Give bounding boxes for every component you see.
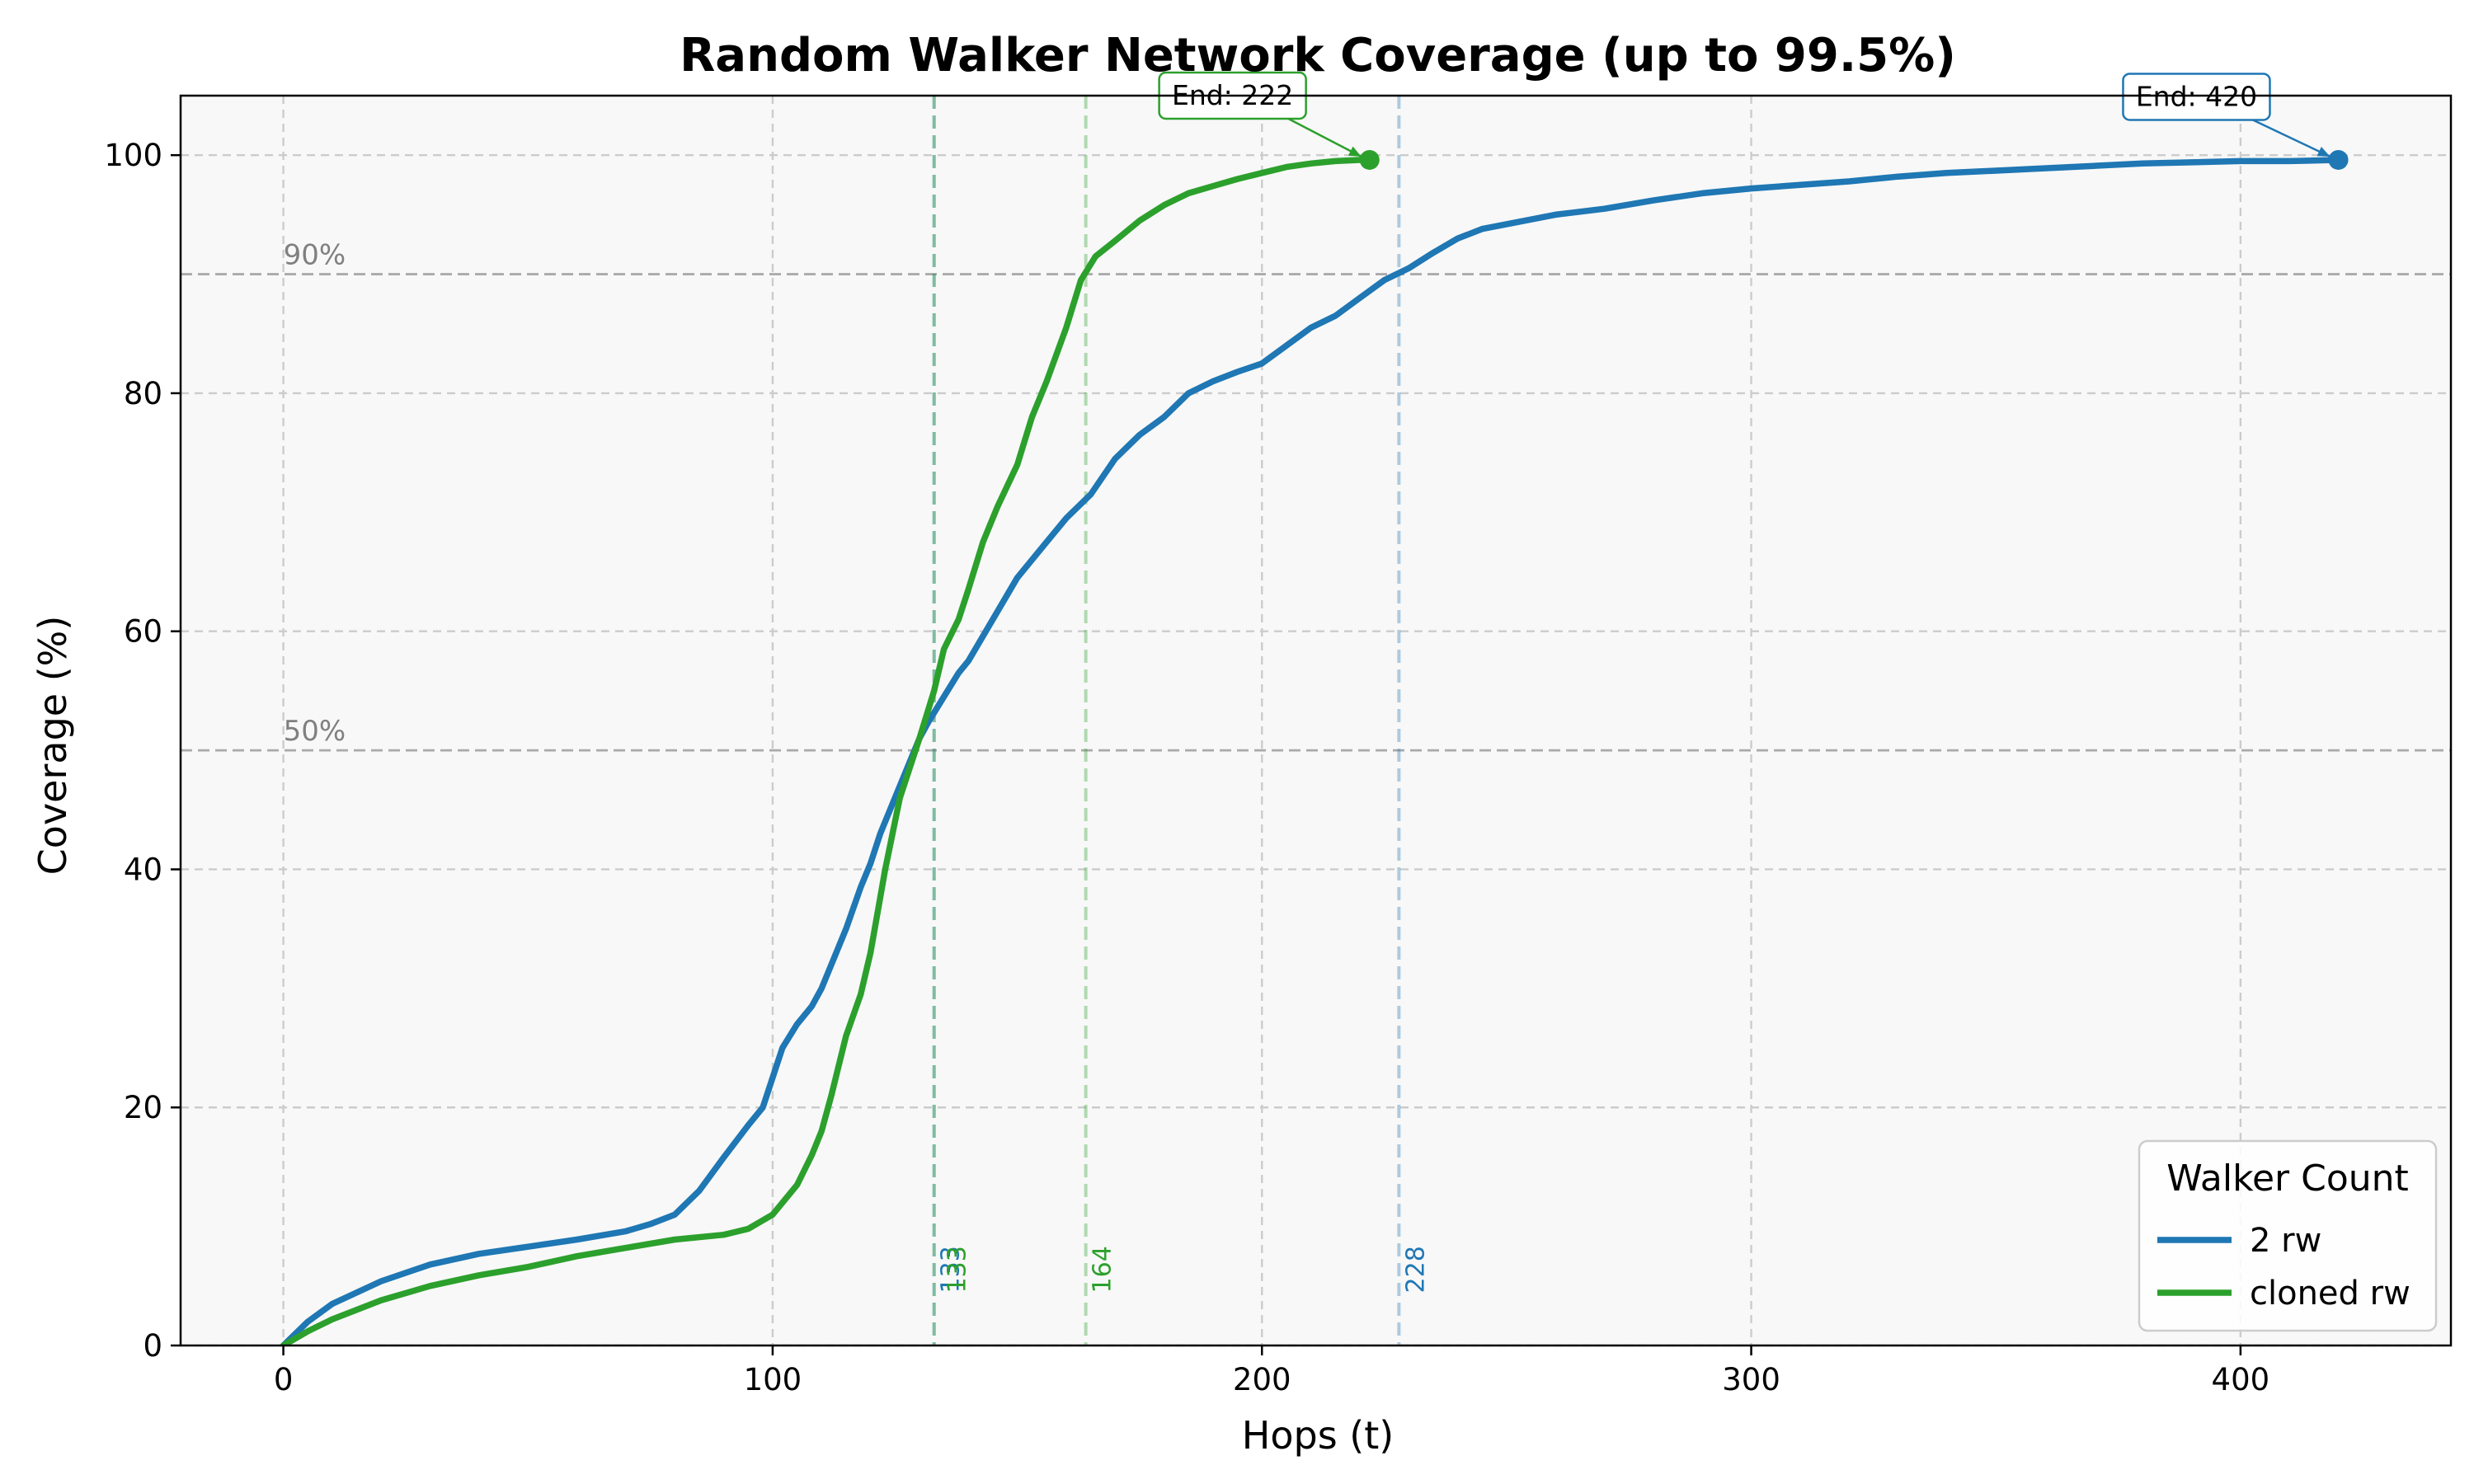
end-arrowhead-222 <box>1348 146 1362 157</box>
end-arrow-420 <box>2245 115 2331 158</box>
y-tick-label: 20 <box>124 1090 162 1125</box>
end-arrowhead-420 <box>2316 147 2331 157</box>
legend-label-2-rw: 2 rw <box>2250 1222 2321 1260</box>
reference-line-label: 90% <box>284 239 346 272</box>
reference-line-label: 50% <box>284 715 346 748</box>
plot-background <box>181 96 2451 1345</box>
milestone-label-228: 228 <box>1401 1246 1430 1293</box>
end-marker-222 <box>1359 149 1380 170</box>
legend-box <box>2138 1139 2438 1332</box>
grid-lines <box>181 96 2451 1347</box>
x-tick-label: 100 <box>744 1362 802 1397</box>
end-annotation-box-420 <box>2122 73 2271 121</box>
legend-title: Walker Count <box>2166 1158 2409 1200</box>
x-tick-label: 300 <box>1722 1362 1780 1397</box>
y-tick-label: 100 <box>104 138 162 173</box>
end-arrow-222 <box>1282 114 1362 158</box>
x-tick-label: 0 <box>274 1362 294 1397</box>
x-axis-label: Hops (t) <box>1242 1413 1394 1458</box>
milestone-label-133: 133 <box>937 1246 966 1293</box>
y-axis-label: Coverage (%) <box>31 616 75 876</box>
plot-frame <box>179 94 2453 1347</box>
end-marker-420 <box>2328 149 2349 170</box>
series-lines <box>280 157 2342 1345</box>
y-tick-label: 0 <box>143 1328 162 1364</box>
legend: Walker Count 2 rw cloned rw <box>2138 1139 2438 1332</box>
legend-label-cloned-rw: cloned rw <box>2250 1275 2411 1313</box>
milestone-label-164: 164 <box>1089 1246 1117 1293</box>
milestone-label-133: 133 <box>943 1246 972 1293</box>
series-line-cloned-rw <box>280 157 1373 1345</box>
x-tick-label: 200 <box>1233 1362 1291 1397</box>
series-line-2-rw <box>280 157 2342 1345</box>
y-tick-label: 60 <box>124 614 162 650</box>
chart-title: Random Walker Network Coverage (up to 99… <box>680 29 1956 82</box>
y-tick-label: 40 <box>124 852 162 887</box>
y-tick-label: 80 <box>124 376 162 411</box>
x-tick-label: 400 <box>2212 1362 2270 1397</box>
